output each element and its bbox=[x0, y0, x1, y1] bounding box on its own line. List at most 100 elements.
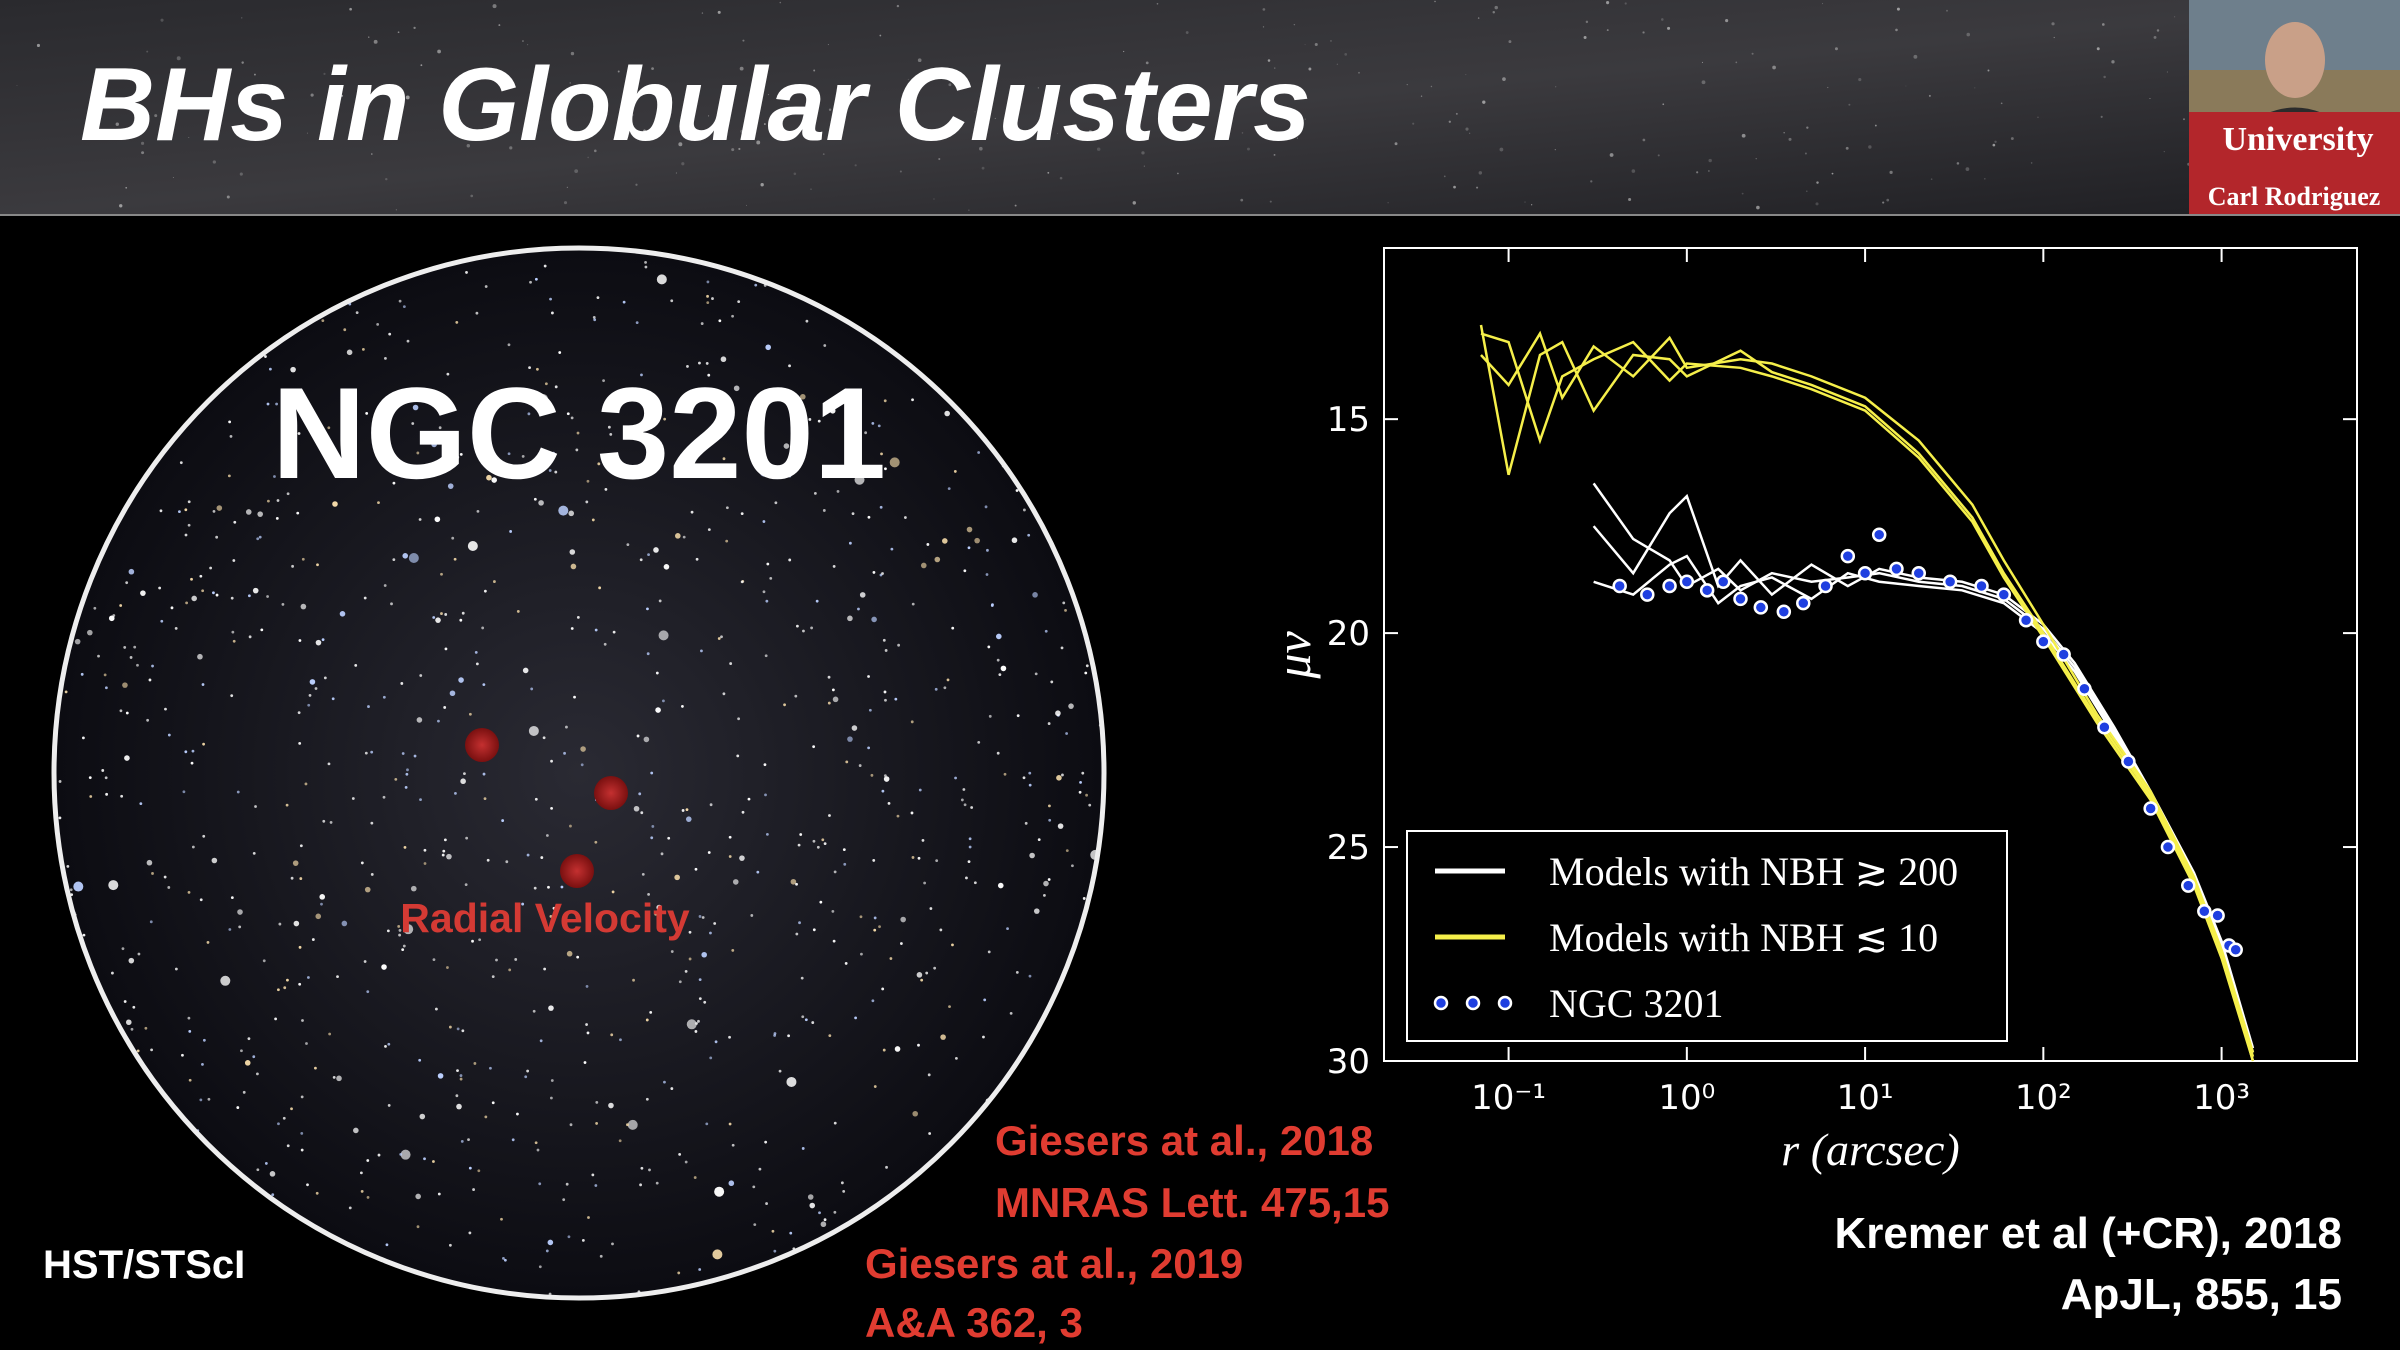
star bbox=[536, 1148, 540, 1152]
star bbox=[594, 840, 598, 844]
star bbox=[631, 75, 633, 77]
star bbox=[88, 776, 92, 780]
star bbox=[738, 147, 741, 151]
star bbox=[731, 948, 735, 952]
star bbox=[868, 708, 872, 712]
star bbox=[853, 435, 856, 439]
star bbox=[827, 44, 829, 46]
star bbox=[320, 902, 323, 906]
star bbox=[1050, 680, 1054, 684]
star bbox=[532, 1009, 536, 1013]
star bbox=[1465, 74, 1467, 76]
star bbox=[737, 300, 741, 304]
star bbox=[106, 68, 108, 71]
data-point bbox=[1889, 561, 1904, 577]
star bbox=[832, 696, 839, 703]
star bbox=[306, 132, 308, 134]
star bbox=[2166, 71, 2169, 73]
star bbox=[475, 662, 479, 666]
star bbox=[1028, 974, 1032, 978]
data-point bbox=[1942, 574, 1958, 590]
star bbox=[1034, 672, 1038, 676]
star bbox=[1085, 793, 1088, 797]
star bbox=[151, 664, 154, 668]
star bbox=[706, 301, 710, 304]
star bbox=[928, 1132, 932, 1135]
webcam-banner-text: University bbox=[2222, 121, 2373, 158]
star bbox=[507, 452, 511, 456]
star bbox=[859, 592, 866, 598]
star bbox=[1661, 18, 1664, 21]
star bbox=[2030, 162, 2033, 164]
star bbox=[386, 929, 390, 933]
star bbox=[241, 61, 244, 64]
star bbox=[531, 467, 537, 473]
star bbox=[392, 558, 396, 562]
star bbox=[1145, 61, 1149, 65]
star bbox=[968, 837, 972, 841]
star bbox=[765, 1202, 768, 1205]
star bbox=[534, 1141, 538, 1145]
star bbox=[101, 769, 105, 772]
star bbox=[256, 537, 260, 541]
star bbox=[831, 688, 835, 692]
data-point bbox=[1662, 578, 1677, 594]
star bbox=[388, 332, 392, 336]
star bbox=[943, 686, 947, 690]
star bbox=[808, 418, 812, 421]
star bbox=[449, 690, 456, 697]
star bbox=[1882, 201, 1885, 204]
star bbox=[867, 675, 870, 678]
star bbox=[534, 277, 538, 281]
star bbox=[108, 880, 119, 891]
star bbox=[455, 1094, 459, 1098]
star bbox=[1741, 133, 1746, 138]
star bbox=[1136, 83, 1139, 86]
legend-label: Models with NBH ≳ 200 bbox=[1549, 849, 1958, 894]
star bbox=[456, 1103, 462, 1110]
star bbox=[827, 675, 831, 679]
star bbox=[463, 772, 466, 776]
star bbox=[918, 788, 922, 792]
star bbox=[583, 1061, 587, 1064]
x-tick-label: 10³ bbox=[2193, 1078, 2250, 1118]
star bbox=[1344, 53, 1348, 56]
star bbox=[401, 752, 405, 755]
star bbox=[413, 26, 416, 30]
star bbox=[2010, 137, 2014, 141]
star bbox=[1508, 40, 1512, 44]
star bbox=[146, 50, 149, 53]
star bbox=[181, 1053, 184, 1057]
star bbox=[252, 851, 256, 855]
star bbox=[258, 535, 262, 539]
star bbox=[412, 404, 419, 411]
star bbox=[587, 156, 589, 159]
star bbox=[767, 466, 771, 470]
star bbox=[929, 907, 933, 910]
star bbox=[549, 297, 552, 301]
star bbox=[881, 572, 884, 575]
star bbox=[119, 204, 123, 208]
y-tick-label: 15 bbox=[1327, 400, 1370, 440]
star bbox=[376, 322, 380, 326]
star bbox=[264, 1162, 268, 1165]
star bbox=[1011, 537, 1018, 544]
star bbox=[298, 982, 302, 986]
star bbox=[1016, 714, 1020, 718]
star bbox=[257, 511, 263, 517]
star bbox=[804, 1018, 808, 1022]
star bbox=[239, 172, 243, 176]
star bbox=[912, 1110, 919, 1117]
star bbox=[764, 654, 768, 658]
star bbox=[385, 1243, 389, 1247]
star bbox=[585, 985, 589, 988]
star bbox=[304, 782, 308, 786]
star bbox=[390, 602, 393, 606]
star bbox=[701, 951, 707, 958]
star bbox=[854, 1016, 858, 1020]
star bbox=[586, 479, 590, 483]
star bbox=[465, 271, 468, 274]
star bbox=[394, 777, 398, 781]
star bbox=[569, 82, 572, 84]
star bbox=[1524, 201, 1526, 203]
